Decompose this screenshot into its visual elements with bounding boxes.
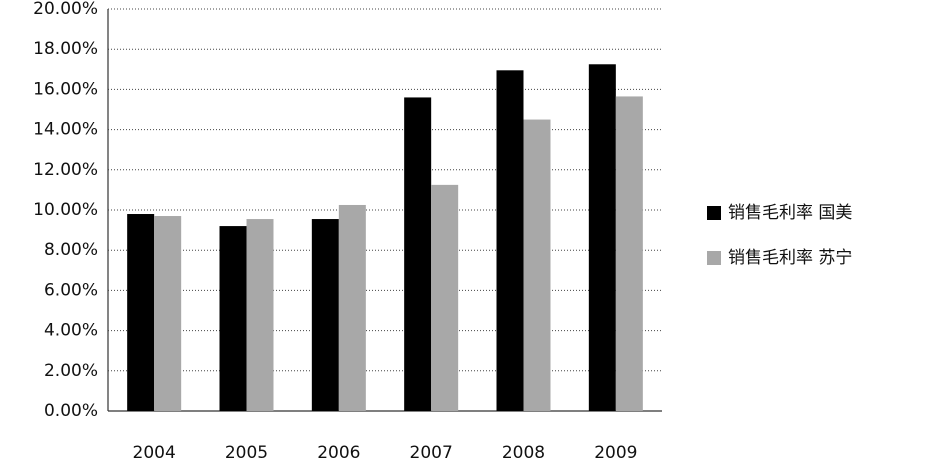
y-tick-label: 2.00% — [44, 361, 98, 381]
y-tick-label: 16.00% — [33, 79, 98, 99]
y-tick-label: 6.00% — [44, 280, 98, 300]
legend-label: 销售毛利率 苏宁 — [728, 248, 852, 268]
bar — [246, 219, 274, 411]
y-tick-label: 18.00% — [33, 39, 98, 59]
y-tick-label: 8.00% — [44, 240, 98, 260]
bar — [219, 226, 247, 411]
bar — [588, 64, 616, 412]
y-tick-label: 12.00% — [33, 160, 98, 180]
x-tick-label: 2005 — [225, 443, 268, 463]
y-tick-label: 20.00% — [33, 0, 98, 19]
y-tick-label: 0.00% — [44, 401, 98, 421]
legend-swatch — [707, 251, 721, 265]
bar — [431, 184, 459, 411]
bar — [127, 214, 155, 411]
bar — [154, 216, 182, 411]
y-tick-label: 4.00% — [44, 321, 98, 341]
x-tick-label: 2004 — [133, 443, 176, 463]
bar — [615, 96, 643, 411]
x-tick-label: 2006 — [317, 443, 360, 463]
x-tick-label: 2009 — [594, 443, 637, 463]
y-tick-label: 10.00% — [33, 200, 98, 220]
bar — [523, 119, 551, 412]
legend-label: 销售毛利率 国美 — [728, 203, 852, 223]
y-tick-label: 14.00% — [33, 120, 98, 140]
bar — [311, 219, 339, 411]
x-tick-label: 2007 — [410, 443, 453, 463]
bar — [496, 70, 524, 412]
bar — [338, 204, 366, 411]
x-tick-label: 2008 — [502, 443, 545, 463]
bar — [404, 97, 432, 411]
legend-swatch — [707, 206, 721, 220]
